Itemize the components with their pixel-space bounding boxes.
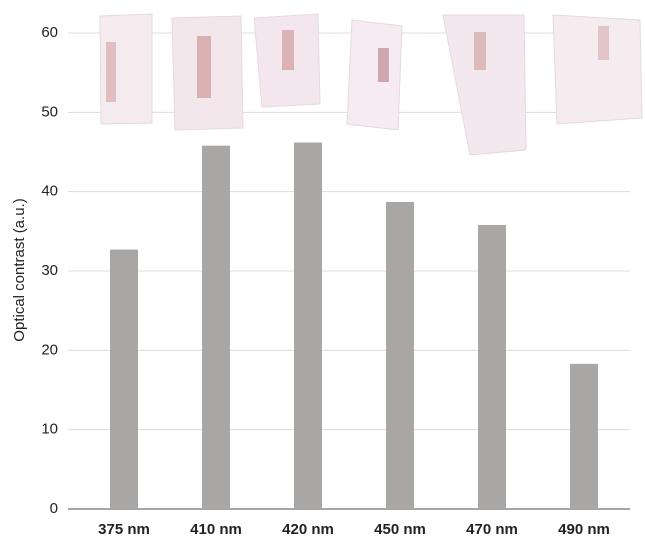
y-tick-label: 50	[41, 103, 58, 120]
y-tick-label: 60	[41, 24, 58, 41]
sample-stripe	[378, 48, 389, 82]
plot-area: 0 10 20 30 40 50 60 375 nm 410 nm 420 nm 450 nm 470…	[41, 24, 630, 538]
x-tick-label: 470 nm	[466, 521, 518, 538]
x-tick-label: 490 nm	[558, 521, 610, 538]
sample-photo	[346, 19, 403, 131]
y-axis-label: Optical contrast (a.u.)	[11, 198, 28, 341]
y-tick-label: 30	[41, 262, 58, 279]
x-tick-label: 450 nm	[374, 521, 426, 538]
sample-photo	[442, 14, 527, 156]
x-tick-label: 410 nm	[190, 521, 242, 538]
y-tick-label: 10	[41, 421, 58, 438]
sample-stripe	[197, 36, 211, 98]
bar	[386, 201, 414, 510]
sample-photo	[552, 14, 643, 125]
x-tick-label: 420 nm	[282, 521, 334, 538]
y-tick-label: 40	[41, 183, 58, 200]
sample-photos	[99, 13, 643, 156]
sample-stripe	[474, 32, 486, 70]
bar	[110, 249, 138, 509]
sample-stripe	[106, 42, 116, 102]
y-tick-label: 20	[41, 341, 58, 358]
bar	[202, 145, 230, 510]
sample-stripe	[282, 30, 294, 70]
x-tick-label: 375 nm	[98, 521, 150, 538]
y-tick-label: 0	[50, 500, 58, 517]
sample-stripe	[598, 26, 609, 60]
bar	[570, 363, 598, 509]
bar	[478, 224, 506, 509]
bar	[294, 142, 322, 510]
